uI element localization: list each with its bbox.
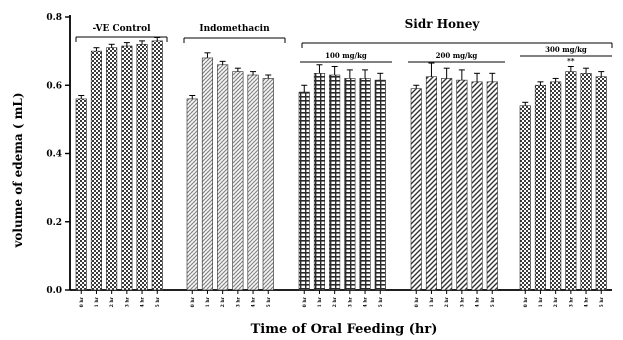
bar-3-4 xyxy=(471,81,483,291)
x-tick-label: 4 hr xyxy=(251,296,257,307)
bar-4-1 xyxy=(534,84,547,291)
bar-4-3 xyxy=(565,71,577,291)
x-tick-label: 2 hr xyxy=(109,296,115,307)
bar-0-4 xyxy=(136,43,148,291)
x-tick-label: 5 hr xyxy=(490,296,496,307)
x-tick-label: 5 hr xyxy=(155,296,161,307)
x-tick-label: 3 hr xyxy=(459,296,465,307)
y-tick-label: 0.8 xyxy=(46,13,62,23)
bar-0-5 xyxy=(151,40,163,291)
x-tick-label: 1 hr xyxy=(205,296,211,307)
x-tick-label: 5 hr xyxy=(599,296,605,307)
bar-3-0 xyxy=(410,88,422,291)
x-tick-label: 1 hr xyxy=(317,296,323,307)
group-label-1: Indomethacin xyxy=(199,24,270,34)
x-axis-label: Time of Oral Feeding (hr) xyxy=(251,322,438,337)
dose-label-2: 100 mg/kg xyxy=(325,51,367,60)
bar-2-0 xyxy=(298,91,310,291)
x-tick-label: 3 hr xyxy=(568,296,574,307)
bar-0-2 xyxy=(106,47,118,291)
bar-1-1 xyxy=(201,57,213,291)
bar-2-4 xyxy=(359,78,371,291)
bars xyxy=(75,36,607,291)
bar-4-2 xyxy=(550,81,562,291)
x-tick-label: 2 hr xyxy=(332,296,338,307)
x-tick-label: 0 hr xyxy=(302,296,308,307)
y-tick-label: 0.0 xyxy=(46,286,62,296)
sidr-honey-label: Sidr Honey xyxy=(405,17,481,31)
x-tick-label: 0 hr xyxy=(79,296,85,307)
significance-mark: ** xyxy=(567,56,575,65)
bar-1-3 xyxy=(232,71,244,291)
x-tick-label: 5 hr xyxy=(378,296,384,307)
bar-3-2 xyxy=(441,78,453,291)
x-tick-label: 1 hr xyxy=(538,296,544,307)
bar-1-0 xyxy=(186,98,198,291)
x-tick-label: 1 hr xyxy=(429,296,435,307)
bar-3-5 xyxy=(486,81,498,291)
y-tick-label: 0.4 xyxy=(46,150,62,160)
group-label-0: -VE Control xyxy=(92,24,151,34)
bar-0-1 xyxy=(90,50,102,291)
bar-2-5 xyxy=(374,79,386,291)
x-tick-label: 2 hr xyxy=(553,296,559,307)
bar-2-1 xyxy=(313,73,326,291)
x-tick-label: 2 hr xyxy=(220,296,226,307)
bar-1-5 xyxy=(262,78,274,291)
bar-3-3 xyxy=(456,79,468,291)
bar-1-4 xyxy=(247,74,259,291)
bar-0-0 xyxy=(75,98,87,291)
x-tick-label: 0 hr xyxy=(414,296,420,307)
x-tick-label: 1 hr xyxy=(94,296,100,307)
bar-4-0 xyxy=(519,105,531,291)
x-tick-label: 4 hr xyxy=(363,296,369,307)
x-tick-label: 5 hr xyxy=(266,296,272,307)
x-tick-label: 2 hr xyxy=(444,296,450,307)
y-axis-label: volume of edema ( mL) xyxy=(11,92,25,248)
dose-label-3: 200 mg/kg xyxy=(436,51,478,60)
bar-1-2 xyxy=(217,64,229,291)
x-tick-label: 4 hr xyxy=(584,296,590,307)
y-tick-label: 0.6 xyxy=(46,81,62,91)
bar-2-3 xyxy=(344,78,356,291)
x-tick-label: 0 hr xyxy=(190,296,196,307)
bar-2-2 xyxy=(329,74,341,291)
bar-4-5 xyxy=(595,76,607,291)
bar-4-4 xyxy=(580,73,592,291)
bar-0-3 xyxy=(121,45,133,291)
dose-label-4: 300 mg/kg xyxy=(545,45,587,54)
x-tick-label: 4 hr xyxy=(140,296,146,307)
bar-3-1 xyxy=(425,76,438,291)
x-tick-label: 3 hr xyxy=(347,296,353,307)
group-annotations: ** -VE Control Indomethacin 100 mg/kg 200 mg… xyxy=(75,24,613,65)
x-tick-label: 3 hr xyxy=(235,296,241,307)
x-tick-label: 0 hr xyxy=(523,296,529,307)
x-tick-label: 4 hr xyxy=(475,296,481,307)
x-tick-label: 3 hr xyxy=(124,296,130,307)
y-tick-label: 0.2 xyxy=(46,218,62,228)
